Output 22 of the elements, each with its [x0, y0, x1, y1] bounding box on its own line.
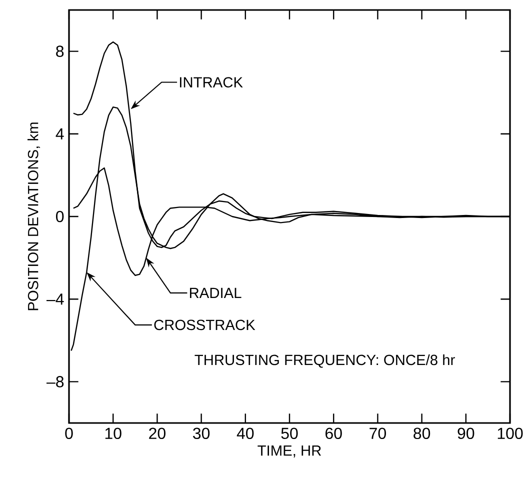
annotation: INTRACK	[180, 77, 243, 88]
y-tick-label: –8	[46, 376, 64, 388]
y-tick-label: 8	[56, 46, 64, 57]
x-tick-label: 100	[498, 428, 523, 440]
x-tick-label: 40	[236, 428, 254, 440]
x-tick-label: 0	[65, 428, 73, 440]
x-tick-label: 20	[149, 428, 166, 440]
x-tick-label: 80	[414, 428, 430, 440]
annotation: RADIAL	[190, 288, 242, 298]
x-tick-label: 10	[105, 428, 122, 440]
x-tick-label: 90	[458, 428, 474, 440]
x-axis-title: TIME, HR	[258, 446, 321, 458]
y-tick-label: –4	[46, 294, 64, 305]
annotation: CROSSTRACK	[154, 320, 256, 330]
annotation: THRUSTING FREQUENCY: ONCE/8 hr	[194, 354, 455, 368]
x-tick-label: 50	[281, 428, 298, 440]
x-tick-label: 70	[370, 428, 386, 440]
y-tick-label: 0	[56, 210, 64, 222]
x-tick-label: 60	[326, 428, 342, 440]
x-tick-label: 30	[193, 428, 210, 440]
y-tick-label: 4	[56, 128, 64, 140]
y-axis-title: POSITION DEVIATIONS, km	[28, 122, 40, 310]
